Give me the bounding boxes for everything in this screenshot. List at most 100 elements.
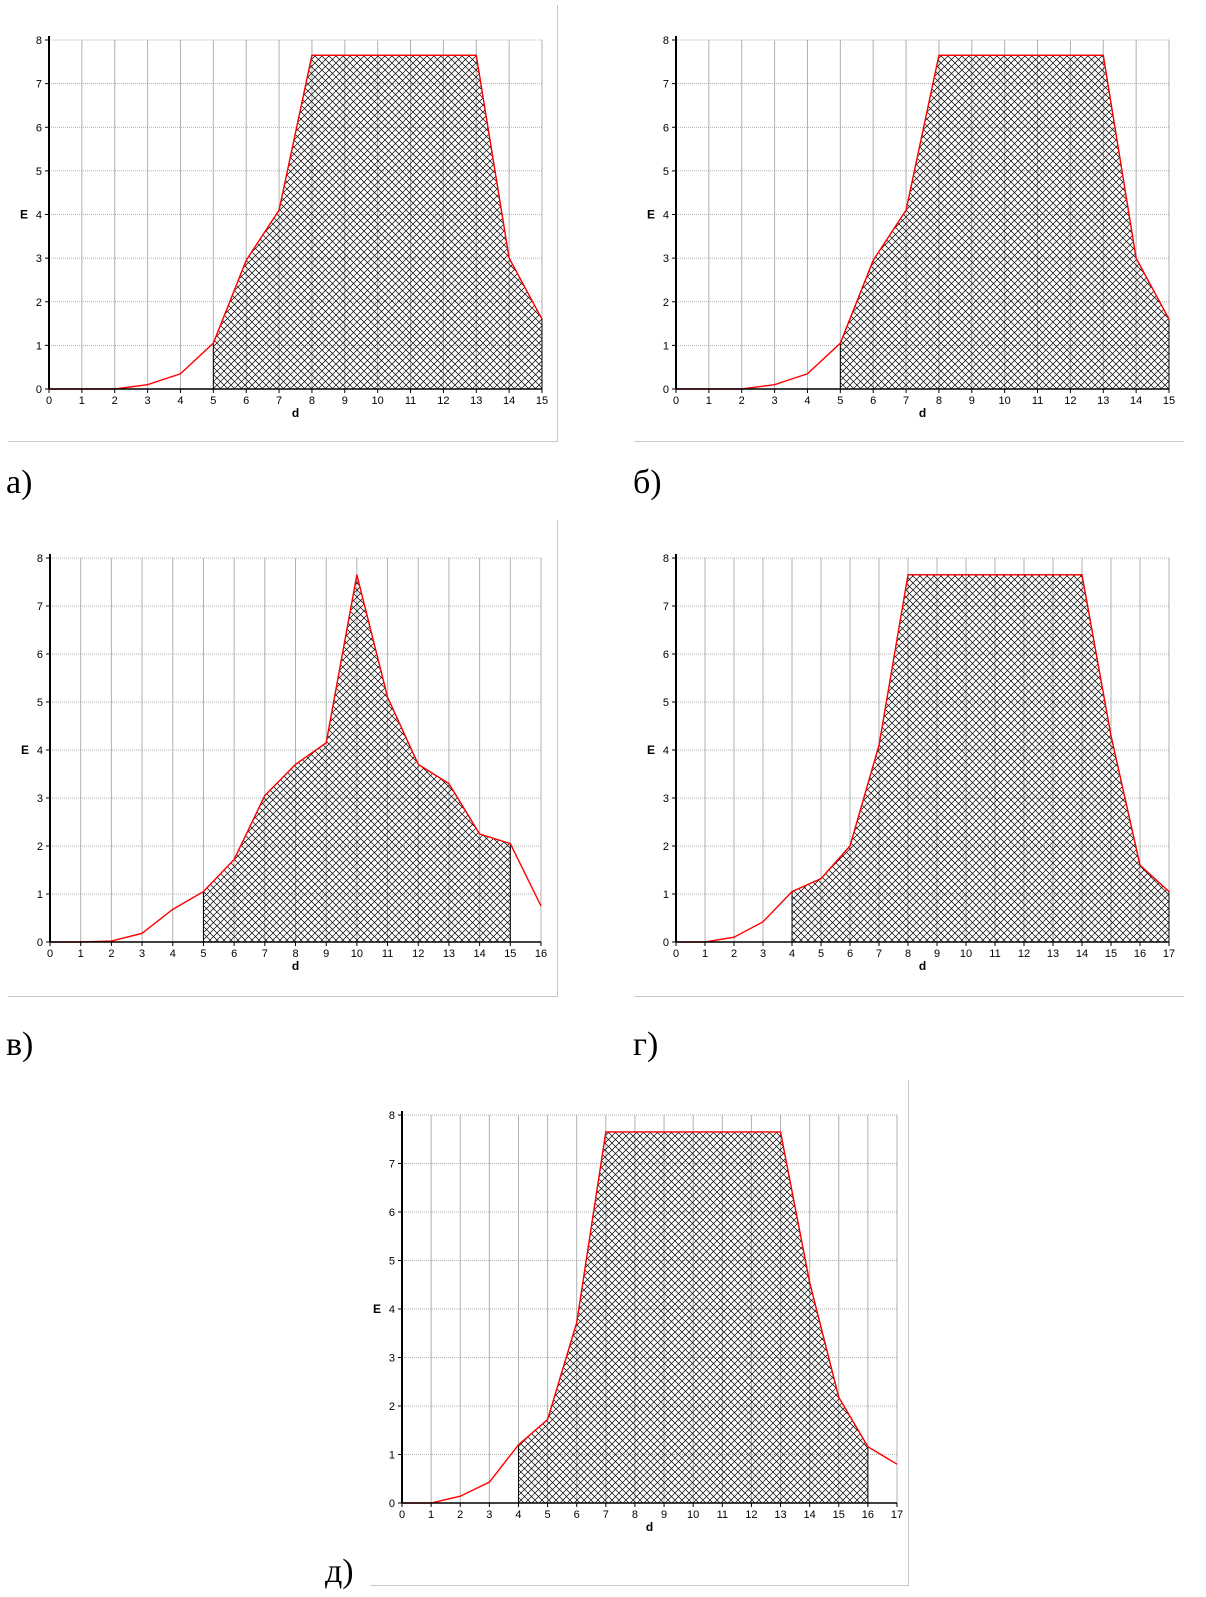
y-tick-label: 1 [36, 340, 42, 352]
chart-panel-v: 0 1 2 3 4 5 6 7 8 9 10 11 12 13 14 15 16 0 1 2 3 4 5 6 7 8 d E [0, 520, 575, 1000]
x-axis-label: d [292, 959, 299, 973]
x-tick-label: 2 [457, 1509, 463, 1521]
shaded-area [791, 574, 1170, 943]
x-tick-label: 0 [46, 395, 52, 407]
frame-bottom [370, 1585, 909, 1586]
shaded-area [212, 54, 543, 390]
caption-a: а) [6, 464, 33, 501]
x-tick-label: 12 [1018, 948, 1030, 960]
y-tick-label: 7 [37, 601, 43, 613]
frame-right [557, 520, 558, 997]
x-tick-label: 9 [323, 948, 329, 960]
x-tick-label: 7 [603, 1509, 609, 1521]
y-tick-label: 0 [663, 384, 669, 396]
y-tick-label: 0 [37, 937, 43, 949]
y-tick-label: 4 [663, 210, 669, 222]
x-tick-label: 14 [1130, 395, 1142, 407]
x-tick-label: 15 [1105, 948, 1117, 960]
y-tick-label: 0 [389, 1498, 395, 1510]
x-tick-label: 6 [243, 395, 249, 407]
x-tick-label: 1 [79, 395, 85, 407]
y-tick-label: 3 [36, 253, 42, 265]
x-tick-label: 1 [706, 395, 712, 407]
y-tick-label: 5 [663, 697, 669, 709]
y-tick-label: 2 [389, 1401, 395, 1413]
x-tick-label: 2 [112, 395, 118, 407]
x-tick-label: 6 [847, 948, 853, 960]
x-tick-label: 4 [177, 395, 183, 407]
chart-panel-b: 0 1 2 3 4 5 6 7 8 9 10 11 12 13 14 15 0 1 2 3 4 5 6 7 8 d E [626, 0, 1206, 470]
x-tick-label: 9 [934, 948, 940, 960]
x-tick-label: 13 [1097, 395, 1109, 407]
x-tick-label: 8 [292, 948, 298, 960]
caption-d: д) [325, 1553, 354, 1590]
x-tick-label: 9 [661, 1509, 667, 1521]
x-tick-label: 11 [717, 1509, 728, 1521]
y-tick-label: 4 [389, 1304, 395, 1316]
x-tick-label: 8 [936, 395, 942, 407]
y-tick-label: 5 [36, 166, 42, 178]
x-tick-label: 9 [342, 395, 348, 407]
y-tick-label: 8 [389, 1110, 395, 1122]
x-tick-label: 16 [535, 948, 547, 960]
x-tick-label: 4 [170, 948, 176, 960]
y-tick-label: 1 [663, 340, 669, 352]
x-tick-label: 3 [486, 1509, 492, 1521]
x-tick-label: 11 [405, 395, 416, 407]
frame-bottom [8, 996, 558, 997]
y-tick-label: 1 [663, 889, 669, 901]
x-tick-label: 13 [443, 948, 455, 960]
x-tick-label: 4 [804, 395, 810, 407]
y-tick-label: 3 [663, 253, 669, 265]
x-axis-label: d [292, 406, 299, 420]
x-tick-label: 10 [372, 395, 384, 407]
x-tick-label: 6 [870, 395, 876, 407]
y-axis-label: E [373, 1302, 381, 1316]
x-tick-label: 0 [673, 948, 679, 960]
x-tick-label: 1 [428, 1509, 434, 1521]
x-tick-label: 17 [891, 1509, 903, 1521]
y-tick-label: 5 [663, 166, 669, 178]
x-tick-label: 11 [382, 948, 393, 960]
y-tick-label: 2 [663, 841, 669, 853]
shaded-area [517, 1131, 869, 1504]
x-tick-label: 3 [772, 395, 778, 407]
y-tick-label: 2 [663, 297, 669, 309]
y-tick-label: 7 [663, 601, 669, 613]
x-tick-label: 0 [47, 948, 53, 960]
x-tick-label: 10 [687, 1509, 699, 1521]
y-axis-label: E [21, 743, 29, 757]
y-tick-label: 7 [663, 79, 669, 91]
x-tick-label: 14 [804, 1509, 816, 1521]
y-tick-label: 7 [36, 79, 42, 91]
x-tick-label: 15 [536, 395, 548, 407]
y-tick-label: 8 [36, 35, 42, 47]
y-tick-label: 0 [36, 384, 42, 396]
x-axis-label: d [919, 406, 926, 420]
x-tick-label: 5 [818, 948, 824, 960]
y-tick-label: 8 [37, 553, 43, 565]
x-tick-label: 11 [1032, 395, 1043, 407]
series-line [50, 574, 542, 943]
x-axis-label: d [646, 1520, 653, 1534]
x-tick-label: 12 [745, 1509, 757, 1521]
series-line [676, 574, 1170, 943]
grid [49, 557, 542, 943]
chart-panel-a: 0 1 2 3 4 5 6 7 8 9 10 11 12 13 14 15 0 1 2 3 4 5 6 7 8 d E [0, 0, 575, 470]
x-tick-label: 13 [1047, 948, 1059, 960]
y-axis-label: E [647, 208, 655, 222]
x-tick-label: 14 [1076, 948, 1088, 960]
series-line [676, 54, 1170, 390]
x-tick-label: 9 [969, 395, 975, 407]
x-tick-label: 2 [108, 948, 114, 960]
x-tick-label: 4 [515, 1509, 521, 1521]
y-tick-label: 8 [663, 553, 669, 565]
caption-g: г) [633, 1026, 659, 1063]
x-tick-label: 5 [200, 948, 206, 960]
x-tick-label: 10 [960, 948, 972, 960]
